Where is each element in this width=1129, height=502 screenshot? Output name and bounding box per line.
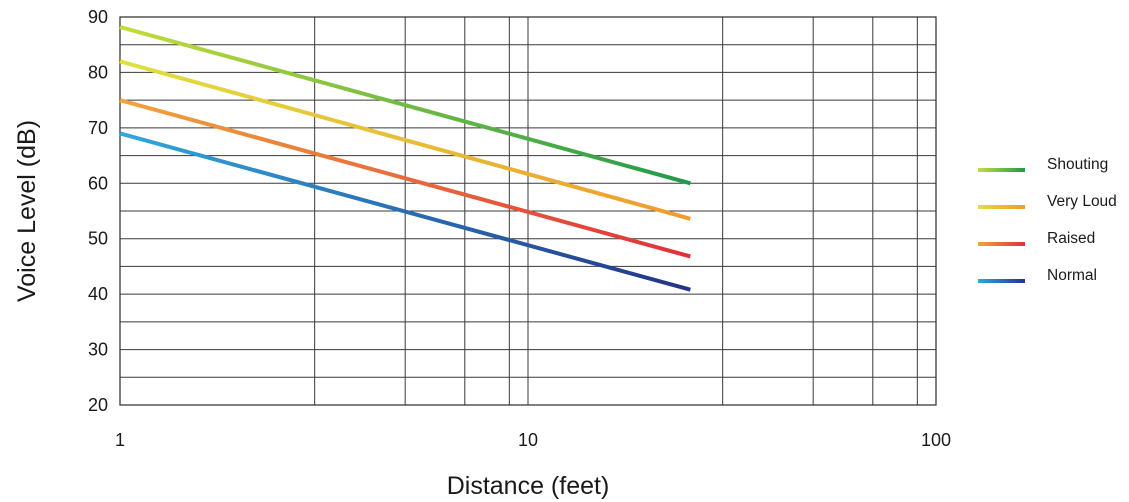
series-lines [119,25,691,292]
y-tick-label: 50 [88,229,108,249]
legend-label: Shouting [1047,156,1108,173]
x-tick-label: 1 [115,430,125,450]
y-tick-label: 30 [88,340,108,360]
series-line-shouting [119,25,691,186]
legend: Shouting Very Loud Raised Normal [978,156,1117,284]
series-line-raised [119,98,691,259]
grid [119,16,937,406]
tick-labels: 20 30 40 50 60 70 80 90 1 10 100 [88,7,951,450]
x-tick-label: 10 [518,430,538,450]
y-axis-title: Voice Level (dB) [13,120,41,302]
axis-titles: Distance (feet) Voice Level (dB) [13,120,609,500]
legend-label: Very Loud [1047,193,1117,210]
y-tick-label: 90 [88,7,108,27]
legend-label: Raised [1047,230,1095,247]
legend-label: Normal [1047,267,1097,284]
y-tick-label: 80 [88,62,108,82]
plot-frame [119,16,937,406]
y-tick-label: 60 [88,173,108,193]
y-tick-label: 70 [88,118,108,138]
series-line-very-loud [119,59,691,221]
x-axis-title: Distance (feet) [447,472,610,500]
series-line-normal [119,131,691,292]
x-tick-label: 100 [921,430,951,450]
y-tick-label: 40 [88,284,108,304]
y-tick-label: 20 [88,395,108,415]
